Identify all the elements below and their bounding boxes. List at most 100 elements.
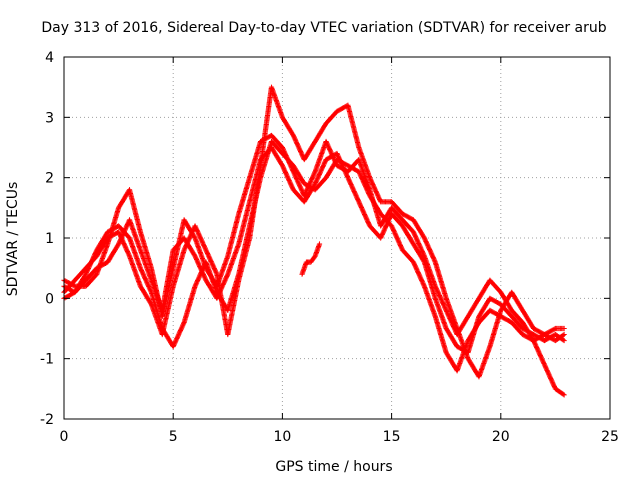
- data-point: [303, 189, 309, 195]
- data-point: [313, 178, 319, 185]
- data-point: [298, 148, 304, 155]
- data-point: [121, 240, 127, 247]
- data-point: [416, 272, 422, 278]
- x-tick-label: 10: [273, 429, 291, 445]
- data-point: [289, 184, 295, 191]
- y-tick-label: 1: [45, 231, 54, 247]
- data-point: [179, 324, 185, 330]
- data-point: [352, 191, 358, 197]
- data-point: [350, 185, 356, 191]
- data-point: [286, 177, 292, 184]
- data-point: [360, 208, 366, 214]
- data-point: [207, 256, 213, 262]
- data-point: [140, 272, 147, 278]
- data-point: [184, 240, 190, 246]
- data-point: [172, 340, 178, 346]
- data-point: [415, 238, 421, 244]
- data-point: [398, 244, 404, 250]
- data-point: [125, 251, 132, 257]
- data-point: [431, 257, 437, 263]
- data-point: [544, 367, 550, 374]
- data-point: [206, 254, 212, 260]
- data-point: [280, 165, 287, 171]
- data-point: [329, 151, 335, 157]
- data-point: [332, 158, 338, 164]
- data-point: [212, 267, 218, 273]
- data-point: [326, 145, 332, 151]
- data-point: [125, 250, 131, 256]
- series-track-2: [61, 144, 567, 356]
- y-axis-title: SDTVAR / TECUs: [5, 182, 21, 297]
- data-point: [413, 236, 420, 242]
- data-point: [540, 358, 546, 364]
- data-point: [177, 329, 183, 335]
- data-point: [142, 275, 148, 282]
- data-point: [124, 247, 130, 253]
- data-point: [394, 234, 400, 241]
- data-point: [416, 240, 422, 247]
- data-point: [284, 173, 290, 179]
- data-point: [398, 245, 405, 251]
- data-point: [354, 194, 360, 200]
- data-point: [321, 160, 328, 166]
- data-point: [422, 237, 428, 243]
- data-point: [561, 325, 567, 332]
- data-point: [334, 152, 341, 158]
- data-point: [196, 231, 202, 237]
- tick-labels: 0 5 10 15 20 25 -2 -1 0 1 2 3 4: [40, 50, 619, 445]
- data-point: [440, 300, 446, 307]
- x-tick-label: 0: [60, 429, 69, 445]
- data-point: [536, 349, 542, 355]
- data-point: [294, 142, 301, 148]
- data-point: [281, 149, 288, 155]
- data-point: [538, 354, 544, 360]
- data-point: [363, 214, 369, 220]
- data-point: [192, 223, 198, 229]
- data-point: [383, 223, 389, 230]
- data-point: [193, 255, 199, 261]
- data-point: [295, 180, 302, 186]
- data-point: [433, 284, 439, 291]
- data-point: [411, 230, 417, 236]
- data-point: [213, 270, 219, 276]
- data-point: [356, 169, 362, 175]
- data-point: [186, 237, 192, 243]
- data-point: [424, 241, 430, 247]
- data-point: [329, 152, 335, 158]
- data-point: [393, 233, 399, 239]
- data-point: [550, 380, 556, 386]
- data-point: [295, 179, 301, 185]
- data-point: [417, 244, 423, 250]
- data-point: [285, 174, 291, 180]
- data-point: [122, 244, 128, 250]
- data-point: [204, 250, 211, 257]
- data-point: [299, 151, 305, 157]
- data-point: [197, 233, 203, 239]
- data-point: [428, 249, 434, 255]
- data-point: [290, 132, 296, 139]
- data-point: [116, 229, 122, 235]
- data-point: [534, 344, 540, 351]
- data-point: [122, 226, 128, 232]
- data-point: [561, 392, 567, 398]
- data-point: [534, 346, 540, 352]
- data-point: [198, 235, 204, 242]
- data-point: [200, 270, 206, 276]
- data-point: [294, 177, 300, 183]
- data-point: [116, 240, 122, 246]
- ticks: [63, 56, 611, 420]
- data-point: [198, 237, 204, 243]
- data-point: [289, 165, 295, 171]
- data-point: [283, 152, 289, 159]
- data-point: [279, 163, 285, 169]
- data-point: [545, 370, 551, 376]
- data-point: [316, 171, 322, 178]
- data-point: [292, 172, 298, 178]
- data-point: [211, 265, 217, 272]
- data-point: [431, 256, 437, 262]
- data-point: [542, 363, 548, 369]
- data-point: [546, 371, 552, 377]
- data-point: [183, 242, 189, 249]
- data-point: [144, 280, 150, 286]
- data-point: [280, 147, 287, 153]
